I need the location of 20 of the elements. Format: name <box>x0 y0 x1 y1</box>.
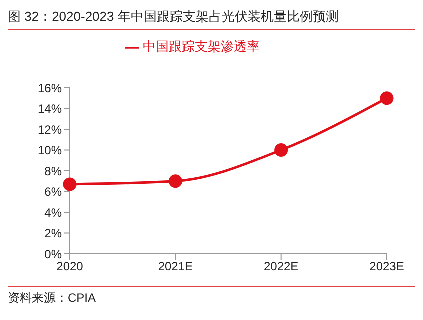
point <box>168 174 182 188</box>
y-tick-label: 6% <box>44 185 62 200</box>
y-tick-label: 0% <box>44 247 62 262</box>
point <box>63 178 77 192</box>
point <box>274 144 288 157</box>
text: 资料来源：CPIA <box>8 290 98 307</box>
y-tick-label: 4% <box>44 206 62 220</box>
y-tick-label: 12% <box>38 122 62 137</box>
y-tick-label: 2% <box>44 226 62 241</box>
x-tick-label: 2022E <box>264 260 299 274</box>
y-tick-label: 10% <box>38 144 62 158</box>
point <box>380 92 394 106</box>
legend-label: 中国跟踪支架渗透率 <box>143 39 260 54</box>
chart-title: 图 32：2020-2023 年中国跟踪支架占光伏装机量比例预测 <box>8 8 415 30</box>
y-tick-label: 8% <box>44 164 62 178</box>
x-tick-label: 2020 <box>56 260 84 274</box>
x-tick-label: 2023E <box>370 260 404 274</box>
y-tick-label: 16% <box>38 81 62 96</box>
x-tick-label: 2021E <box>158 260 194 274</box>
y-tick-label: 14% <box>38 102 62 116</box>
